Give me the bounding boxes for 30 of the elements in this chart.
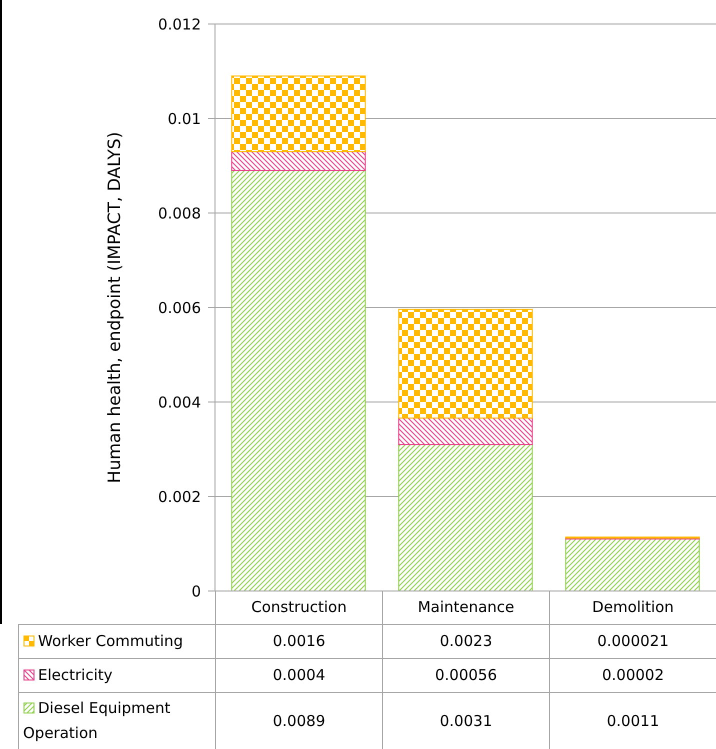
y-tick-label: 0.012	[158, 15, 201, 34]
x-tick-label: Construction	[216, 591, 382, 624]
data-label: 0.0011	[550, 692, 716, 749]
bar	[231, 75, 366, 152]
bar	[398, 418, 533, 446]
bar	[398, 444, 533, 592]
y-tick-label: 0.004	[158, 393, 201, 412]
y-tick-label: 0.006	[158, 298, 201, 317]
bar	[231, 170, 366, 592]
data-label: 0.000021	[550, 624, 716, 658]
y-tick-label: 0.008	[158, 204, 201, 222]
bar	[231, 151, 366, 171]
data-label: 0.0004	[216, 658, 382, 692]
y-axis-title: Human health, endpoint (IMPACT, DALYS)	[105, 132, 125, 484]
y-tick-label: 0	[191, 582, 201, 600]
y-tick-label: 0.01	[168, 110, 201, 128]
data-label: 0.0016	[216, 624, 382, 658]
data-label: 0.0089	[216, 692, 382, 749]
data-label: 0.00002	[550, 658, 716, 692]
x-tick-label: Demolition	[550, 591, 716, 624]
legend-label: Diesel Equipment Operation	[18, 692, 216, 749]
data-label: 0.0031	[382, 692, 550, 749]
x-tick-label: Maintenance	[382, 591, 550, 624]
data-label: 0.0023	[382, 624, 550, 658]
legend-label: Electricity	[18, 658, 216, 692]
data-label: 0.00056	[382, 658, 550, 692]
bar	[565, 538, 700, 592]
y-tick-label: 0.002	[158, 488, 201, 506]
legend-label: Worker Commuting	[18, 624, 216, 658]
bar	[398, 308, 533, 419]
